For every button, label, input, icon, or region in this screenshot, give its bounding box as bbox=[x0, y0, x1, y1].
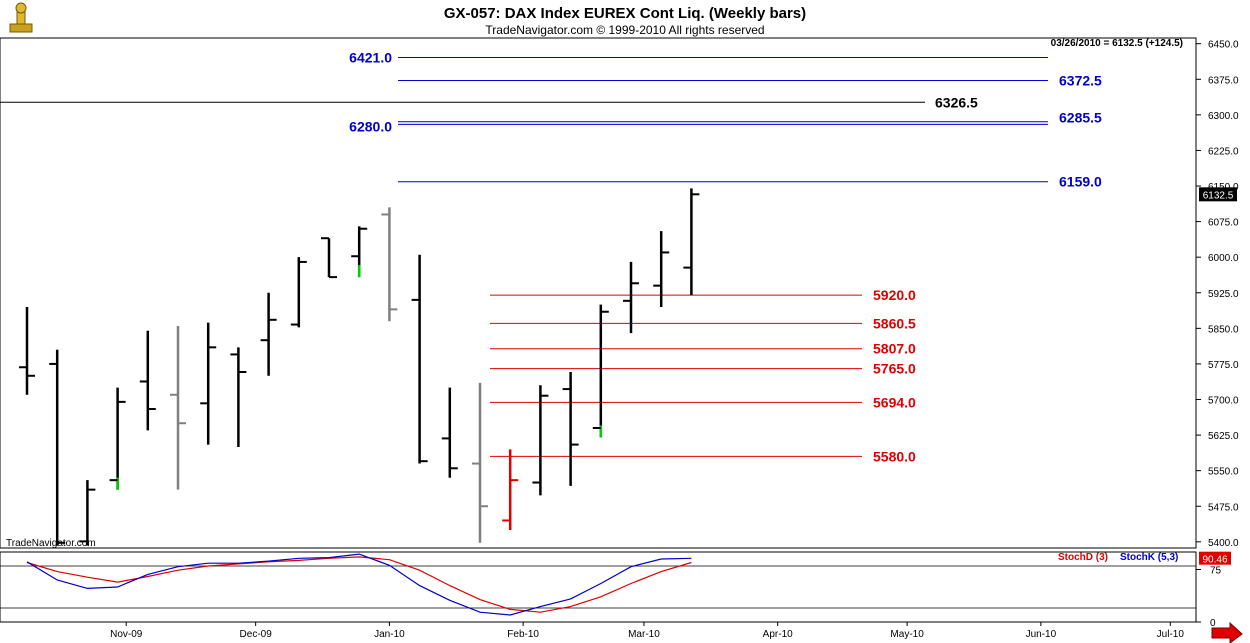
trophy-logo-icon bbox=[9, 2, 33, 33]
chart-title: GX-057: DAX Index EUREX Cont Liq. (Weekl… bbox=[444, 5, 806, 22]
y-tick-label: 6375.0 bbox=[1208, 75, 1239, 86]
level-label: 5807.0 bbox=[873, 341, 916, 357]
y-tick-label: 5400.0 bbox=[1208, 538, 1239, 549]
x-tick-label: Mar-10 bbox=[628, 629, 660, 640]
y-tick-label: 5850.0 bbox=[1208, 324, 1239, 335]
x-axis: Nov-09 Dec-09 Jan-10 Feb-10 Mar-10 Apr-10 May-… bbox=[110, 622, 1184, 640]
x-tick-label: May-10 bbox=[890, 629, 924, 640]
level-label: 6280.0 bbox=[349, 118, 392, 134]
stoch-layer: 0 75 StochD (3) StochK (5,3) 90.46 bbox=[0, 551, 1231, 629]
y-tick-label: 5625.0 bbox=[1208, 431, 1239, 442]
y-tick-label: 5550.0 bbox=[1208, 467, 1239, 478]
x-tick-label: Feb-10 bbox=[507, 629, 539, 640]
stoch-k-legend: StochK (5,3) bbox=[1120, 552, 1178, 563]
last-price-label: 6132.5 bbox=[1203, 190, 1234, 201]
y-tick-label: 6450.0 bbox=[1208, 40, 1239, 51]
scroll-right-icon[interactable] bbox=[1211, 621, 1243, 643]
levels-layer: 6421.0 6372.5 6326.5 6280.0 6285.5 6159.0 5920… bbox=[0, 49, 1102, 464]
last-price-box bbox=[1199, 187, 1237, 202]
level-label: 5580.0 bbox=[873, 448, 916, 464]
y-tick-label: 6225.0 bbox=[1208, 146, 1239, 157]
level-label: 6372.5 bbox=[1059, 72, 1102, 88]
level-label: 5860.5 bbox=[873, 315, 916, 331]
x-tick-label: Jun-10 bbox=[1026, 629, 1057, 640]
stoch-series-line bbox=[26, 553, 692, 616]
x-tick-label: Nov-09 bbox=[110, 629, 143, 640]
y-tick-label: 5775.0 bbox=[1208, 360, 1239, 371]
y-tick-label: 6000.0 bbox=[1208, 253, 1239, 264]
level-label: 6285.5 bbox=[1059, 110, 1102, 126]
level-label: 6326.5 bbox=[935, 94, 978, 110]
stoch-last-label: 90.46 bbox=[1202, 555, 1227, 566]
y-axis: 5400.0 5475.0 5550.0 5625.0 5700.0 5775.0 5850… bbox=[1196, 40, 1239, 549]
stoch-panel bbox=[0, 551, 1197, 623]
bars-layer bbox=[19, 188, 700, 546]
level-label: 5920.0 bbox=[873, 287, 916, 303]
y-tick-label: 5700.0 bbox=[1208, 396, 1239, 407]
x-tick-label: Apr-10 bbox=[763, 629, 793, 640]
x-tick-label: Jan-10 bbox=[374, 629, 405, 640]
stoch-y-tick-label: 75 bbox=[1210, 566, 1222, 577]
stoch-last-box bbox=[1199, 551, 1231, 565]
watermark: TradeNavigator.com bbox=[6, 538, 96, 549]
level-label: 6159.0 bbox=[1059, 174, 1102, 190]
y-tick-label: 6075.0 bbox=[1208, 218, 1239, 229]
y-tick-label: 6300.0 bbox=[1208, 111, 1239, 122]
level-label: 5765.0 bbox=[873, 361, 916, 377]
x-tick-label: Jul-10 bbox=[1157, 629, 1185, 640]
last-info: 03/26/2010 = 6132.5 (+124.5) bbox=[1051, 38, 1183, 49]
chart-subtitle: TradeNavigator.com © 1999-2010 All right… bbox=[485, 23, 764, 37]
stoch-y-tick-label: 0 bbox=[1210, 618, 1216, 629]
y-tick-label: 5925.0 bbox=[1208, 289, 1239, 300]
level-label: 6421.0 bbox=[349, 49, 392, 65]
x-tick-label: Dec-09 bbox=[240, 629, 273, 640]
y-tick-label: 5475.0 bbox=[1208, 502, 1239, 513]
level-label: 5694.0 bbox=[873, 394, 916, 410]
stoch-d-legend: StochD (3) bbox=[1058, 552, 1108, 563]
price-panel bbox=[0, 37, 1197, 549]
